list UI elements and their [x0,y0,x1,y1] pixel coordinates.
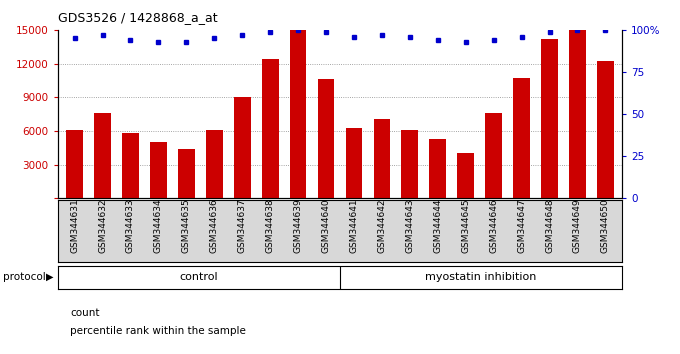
Bar [486,113,502,198]
Bar [94,113,111,198]
Text: myostatin inhibition: myostatin inhibition [426,272,537,282]
Text: protocol: protocol [3,272,46,282]
Bar [597,62,614,198]
Bar [290,30,307,198]
Bar [541,39,558,198]
Text: GDS3526 / 1428868_a_at: GDS3526 / 1428868_a_at [58,11,218,24]
Bar [458,153,474,198]
Text: ▶: ▶ [46,272,54,282]
Bar [401,130,418,198]
Text: percentile rank within the sample: percentile rank within the sample [70,326,246,336]
Bar [178,149,194,198]
Bar [513,78,530,198]
Text: count: count [70,308,99,318]
Bar [262,59,279,198]
Bar [373,119,390,198]
Bar [234,97,251,198]
Bar [318,79,335,198]
Bar [569,30,586,198]
Bar [206,130,222,198]
Text: control: control [180,272,218,282]
Bar [150,142,167,198]
Bar [429,139,446,198]
Bar [122,133,139,198]
Bar [66,130,83,198]
Bar [345,127,362,198]
